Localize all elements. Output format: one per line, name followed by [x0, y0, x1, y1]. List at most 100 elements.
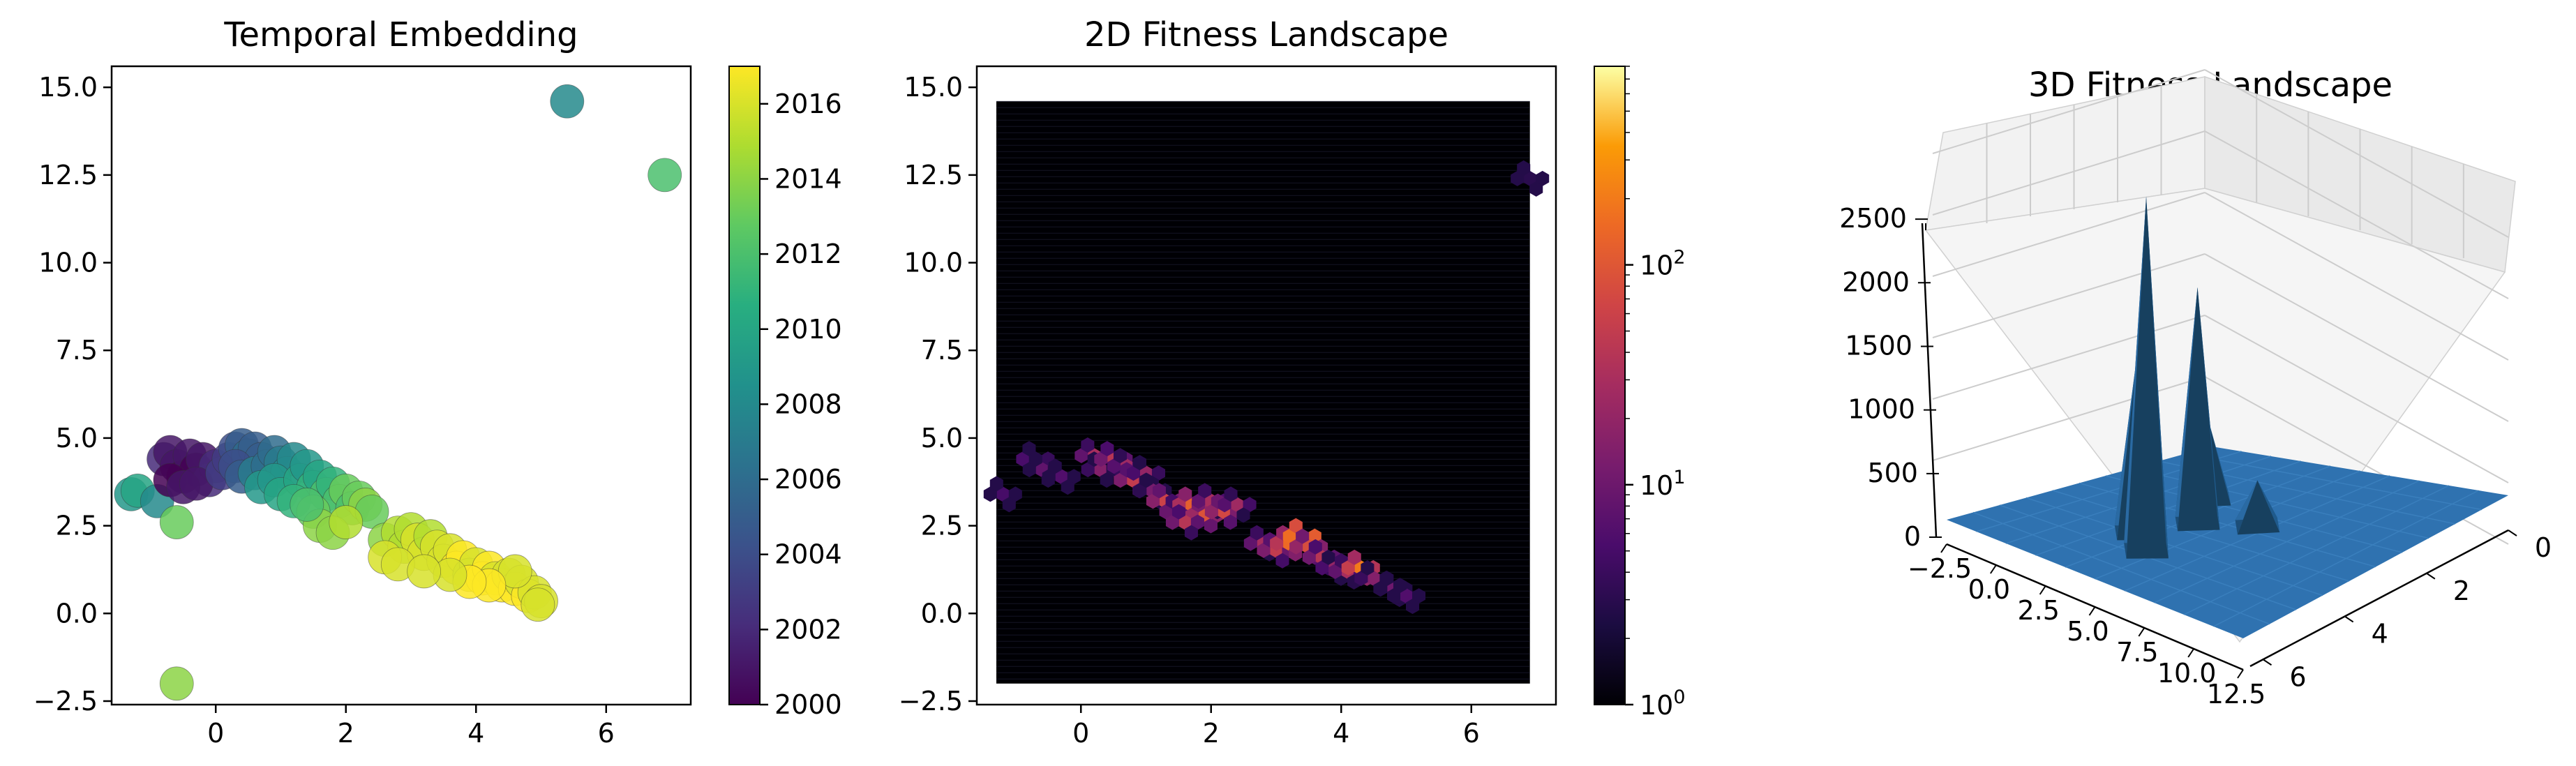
surface-peak-face — [2197, 287, 2220, 530]
z-gridline-right — [2204, 192, 2509, 361]
scatter-point — [647, 158, 682, 193]
hexbin-cell — [1008, 486, 1022, 502]
z-gridline-left — [1932, 69, 2206, 154]
x-tick-mark — [2088, 606, 2096, 616]
hexbin-cell — [1204, 504, 1218, 520]
hexbin-cell — [1178, 486, 1192, 502]
panel2-x-tick-label: 6 — [1463, 718, 1480, 749]
x-tick-label: 10.0 — [2157, 658, 2217, 689]
hexbin-cell — [1341, 560, 1355, 576]
x-tick-label: 12.5 — [2207, 679, 2266, 709]
surface-peak-face — [2178, 287, 2220, 532]
hexbin-cell — [1289, 518, 1303, 534]
panel2-x-ticks: 0 2 4 6 — [1072, 705, 1480, 749]
hexbin-cell — [1243, 497, 1257, 513]
hexbin-cell — [1192, 493, 1206, 509]
hexbin-cell — [1126, 465, 1140, 481]
y-tick-mark — [2262, 659, 2272, 666]
colorbar-tick-label: 2006 — [774, 464, 842, 495]
hexbin-cell — [1411, 588, 1426, 604]
panel1-y-tick-label: 2.5 — [56, 511, 98, 541]
hexbin-cell — [1529, 181, 1543, 197]
hexbin-cell — [996, 486, 1010, 502]
hexbin-cell — [1094, 451, 1108, 467]
hexbin-cell — [1405, 599, 1420, 615]
hexbin-cell — [1100, 472, 1114, 488]
panel3-z-ticks: 0 500 1000 1500 2000 2500 — [1839, 203, 1942, 552]
hexbin-cell — [1224, 486, 1238, 502]
hexbin-cell — [1184, 525, 1198, 541]
x-tick-mark — [2187, 648, 2194, 658]
hexbin-cell — [1074, 448, 1088, 464]
hexbin-cell — [1198, 483, 1212, 499]
surface-peak-face — [2146, 196, 2169, 559]
hexbin-cell — [1171, 504, 1185, 520]
z-tick-label: 0 — [1904, 521, 1921, 552]
hexbin-cell — [1081, 437, 1095, 453]
panel1-y-tick-label: 7.5 — [56, 335, 98, 366]
panel2-y-tick-label: 15.0 — [904, 72, 963, 103]
hexbin-cell — [1204, 518, 1218, 534]
hexbin-cell — [1151, 465, 1165, 481]
hexbin-cell — [1315, 560, 1329, 576]
hexbin-cell — [1243, 535, 1257, 551]
z-tick-label: 2500 — [1839, 203, 1907, 234]
hexbin-cell — [1236, 507, 1250, 523]
panel3-x-ticks: −2.50.02.5 5.07.510.012.5 — [1908, 543, 2266, 709]
panel2-colorbar-ticks: 100 101 102 — [1625, 66, 1686, 721]
hexbin-cell — [1114, 472, 1128, 488]
x-tick-label: 7.5 — [2116, 637, 2158, 668]
z-gridline-right — [2204, 130, 2509, 299]
z-gridline-left — [1932, 376, 2206, 461]
panel1-y-ticks: −2.5 0.0 2.5 5.0 7.5 10.0 12.5 15.0 — [33, 72, 112, 716]
hexbin-cell — [1042, 469, 1056, 485]
panel2-hexbin-cells — [983, 160, 1550, 615]
panel2-x-tick-label: 4 — [1333, 718, 1349, 749]
hexbin-cell — [1361, 560, 1375, 576]
z-gridline-right — [2204, 315, 2509, 483]
hexbin-cell — [1133, 483, 1147, 499]
panel1-axes-frame — [110, 65, 692, 706]
hexbin-background-region — [996, 101, 1530, 684]
y-tick-label: 2 — [2453, 576, 2470, 606]
y-tick-mark — [2344, 615, 2354, 623]
hexbin-cell — [1328, 563, 1342, 579]
panel1-x-ticks: 0 2 4 6 — [207, 705, 615, 749]
surface-gridline — [2154, 480, 2420, 603]
hexbin-cell — [1380, 571, 1394, 587]
panel1-x-tick-label: 4 — [467, 718, 484, 749]
surface-peak-face — [2126, 196, 2169, 559]
hexbin-cell — [1100, 441, 1114, 457]
panel2-y-tick-label: 2.5 — [921, 511, 963, 541]
panel2-x-tick-label: 2 — [1203, 718, 1220, 749]
hexbin-cell — [1022, 441, 1036, 457]
scatter-point — [521, 587, 555, 622]
scatter-point — [159, 505, 194, 539]
hexbin-cell — [989, 476, 1003, 492]
z-tick-label: 500 — [1867, 458, 1918, 488]
hexbin-cell — [1165, 514, 1179, 530]
hexbin-cell — [1511, 170, 1525, 186]
panel1-colorbar-ticks: 2000 2002 2004 2006 2008 2010 2012 2014 2016 — [760, 89, 842, 720]
hexbin-cell — [1517, 160, 1531, 176]
hexbin-cell — [1016, 451, 1030, 467]
panel3-surface — [1947, 196, 2508, 638]
hexbin-cell — [1308, 528, 1321, 544]
hexbin-cell — [1081, 462, 1095, 478]
scatter-point — [407, 554, 442, 589]
colorbar-tick-label: 2016 — [774, 89, 842, 119]
scatter-point — [329, 505, 364, 539]
panel2-y-tick-label: 5.0 — [921, 423, 963, 453]
y-tick-mark — [2426, 572, 2436, 580]
colorbar-tick-label: 101 — [1640, 467, 1686, 501]
surface-gridline — [2183, 485, 2450, 615]
z-gridline-left — [1932, 130, 2206, 216]
hexbin-cell — [1054, 469, 1068, 485]
surface-gridline — [2185, 453, 2483, 511]
hexbin-cell — [1067, 469, 1081, 485]
hexbin-cell — [1139, 472, 1153, 488]
z-tick-label: 2000 — [1842, 266, 1910, 297]
fitness-2d-panel: 2D Fitness Landscape 0 2 4 6 −2.5 0.0 2.5 5.0 7… — [899, 15, 1686, 749]
panel2-hexbin-background — [996, 100, 1530, 684]
